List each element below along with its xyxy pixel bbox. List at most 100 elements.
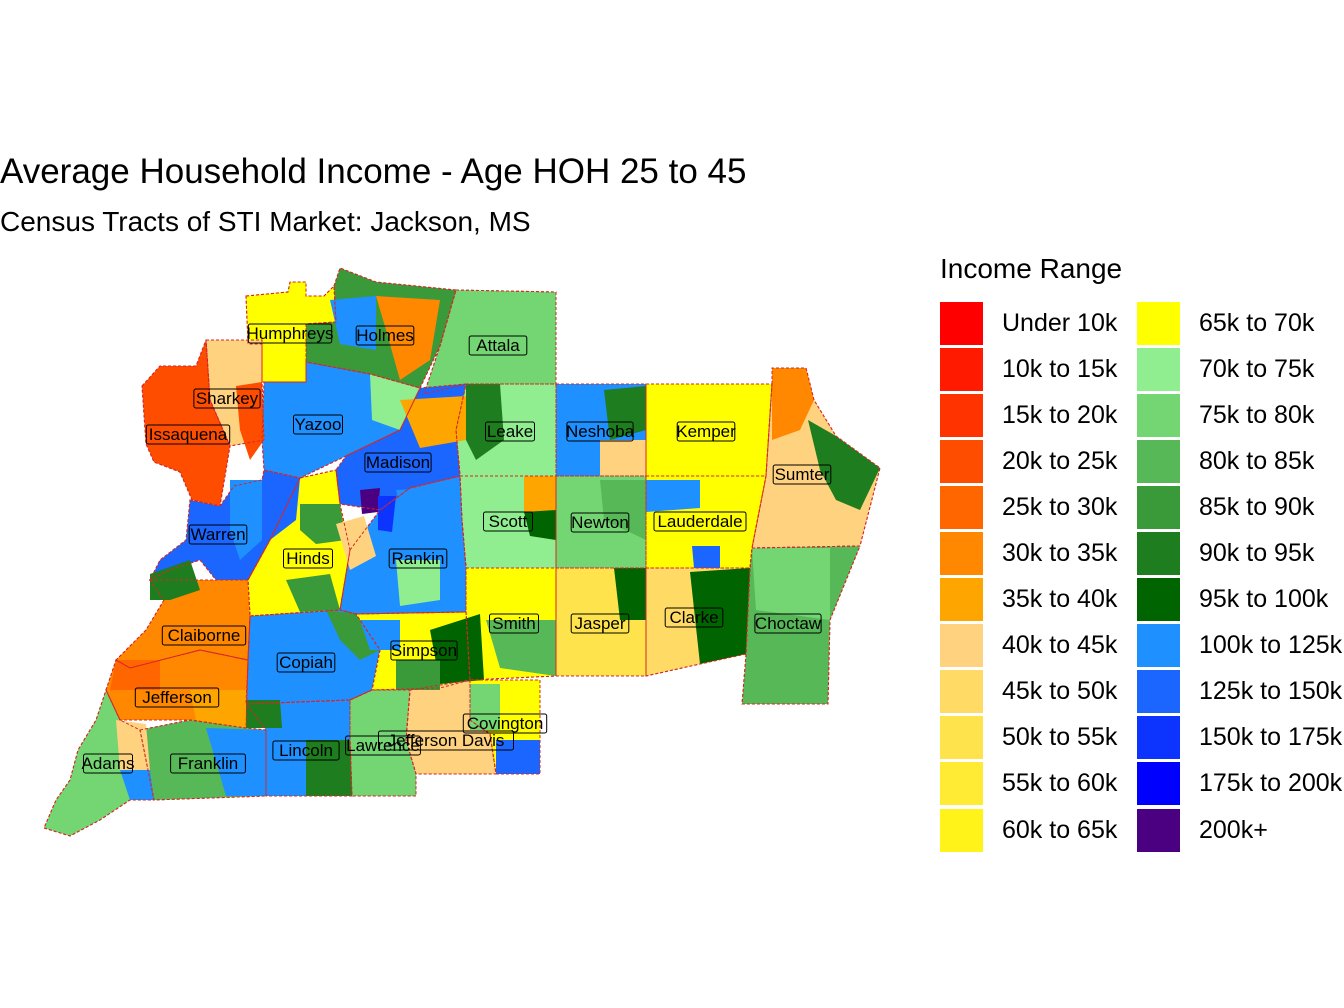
- legend-label: 15k to 20k: [1002, 400, 1118, 429]
- county-name: Sumter: [775, 465, 830, 484]
- legend-swatch: [1137, 532, 1180, 576]
- legend-swatch: [940, 762, 983, 806]
- county-label-box: [676, 421, 736, 442]
- legend-item: 150k to 175k: [1137, 715, 1342, 761]
- legend-item: 65k to 70k: [1137, 300, 1334, 346]
- county-label-simpson: Simpson: [390, 640, 458, 661]
- census-tract: [808, 420, 880, 510]
- county-label-box: [272, 740, 340, 761]
- census-tract: [262, 478, 300, 540]
- census-tract: [306, 362, 370, 440]
- census-tract: [376, 296, 440, 380]
- county-label-box: [345, 735, 421, 756]
- legend-swatch: [940, 624, 983, 668]
- county-name: Covington: [467, 714, 544, 733]
- legend-column-2: 65k to 70k 70k to 75k 75k to 80k 80k to 85k…: [1137, 300, 1342, 853]
- census-tract: [360, 488, 380, 514]
- legend-label: 175k to 200k: [1199, 769, 1343, 798]
- county-label-box: [83, 753, 133, 774]
- county-label-claiborne: Claiborne: [161, 625, 247, 646]
- county-label-issaquena: Issaquena: [145, 424, 231, 445]
- county-label-adams: Adams: [82, 753, 135, 774]
- legend-item: 85k to 90k: [1137, 484, 1334, 530]
- county-label-box: [570, 512, 630, 533]
- legend-label: 90k to 95k: [1199, 539, 1315, 568]
- census-tract: [692, 546, 720, 568]
- legend-column-1: Under 10k 10k to 15k 15k to 20k 20k to 25k 2…: [940, 300, 1137, 853]
- census-tract: [270, 660, 320, 700]
- county-label-box: [161, 625, 247, 646]
- legend-swatch: [940, 393, 983, 437]
- census-tract: [496, 740, 540, 774]
- legend-swatch: [1137, 624, 1180, 668]
- legend-item: 35k to 40k: [940, 577, 1137, 623]
- legend-label: 80k to 85k: [1199, 446, 1315, 475]
- county-border: [139, 719, 267, 801]
- county-name: Neshoba: [566, 422, 635, 441]
- legend-item: 55k to 60k: [940, 761, 1137, 807]
- county-label-box: [145, 424, 231, 445]
- county-label-box: [293, 414, 343, 435]
- census-tract: [378, 496, 396, 532]
- legend-label: 150k to 175k: [1199, 723, 1343, 752]
- legend-label: 60k to 65k: [1002, 815, 1118, 844]
- legend-swatch: [1137, 301, 1180, 345]
- census-tract: [360, 620, 400, 650]
- census-tract: [396, 560, 440, 606]
- county-border: [141, 339, 231, 507]
- legend-item: 175k to 200k: [1137, 761, 1342, 807]
- county-label-sumter: Sumter: [772, 464, 832, 485]
- census-tract: [300, 504, 346, 544]
- legend-label: 70k to 75k: [1199, 354, 1315, 383]
- county-border: [741, 545, 861, 705]
- census-tract: [604, 386, 646, 440]
- county-label-box: [283, 548, 333, 569]
- county-label-box: [188, 524, 248, 545]
- census-tract: [206, 728, 266, 796]
- legend-label: 125k to 150k: [1199, 677, 1343, 706]
- county-label-madison: Madison: [364, 452, 432, 473]
- county-name: Simpson: [391, 641, 457, 660]
- county-border: [115, 579, 251, 669]
- census-tract: [246, 700, 282, 728]
- county-label-scott: Scott: [483, 511, 533, 532]
- county-border: [339, 475, 467, 615]
- county-border: [405, 679, 497, 775]
- legend-swatch: [940, 485, 983, 529]
- legend-label: 20k to 25k: [1002, 446, 1118, 475]
- legend-swatch: [940, 578, 983, 622]
- county-kemper: [645, 383, 773, 477]
- county-label-attala: Attala: [468, 335, 528, 356]
- county-label-leake: Leake: [485, 421, 535, 442]
- legend-item: 90k to 95k: [1137, 530, 1334, 576]
- county-label-box: [570, 613, 630, 634]
- legend-item: 75k to 80k: [1137, 392, 1334, 438]
- county-name: Lincoln: [279, 741, 333, 760]
- census-tract: [110, 660, 160, 690]
- county-label-lauderdale: Lauderdale: [653, 511, 747, 532]
- legend-swatch: [940, 808, 983, 852]
- legend-title: Income Range: [940, 253, 1123, 284]
- legend-label: 85k to 90k: [1199, 492, 1315, 521]
- county-border: [645, 475, 767, 569]
- county-label-hinds: Hinds: [283, 548, 333, 569]
- county-label-newton: Newton: [570, 512, 630, 533]
- county-name: Lauderdale: [657, 512, 742, 531]
- legend-label: 55k to 60k: [1002, 769, 1118, 798]
- census-tract: [286, 574, 340, 612]
- legend-label: 95k to 100k: [1199, 585, 1329, 614]
- legend-item: 10k to 15k: [940, 346, 1137, 392]
- census-tract: [470, 684, 500, 730]
- map-subtitle: Census Tracts of STI Market: Jackson, MS: [0, 206, 531, 237]
- census-tract: [690, 568, 750, 664]
- county-name: Clarke: [669, 608, 718, 627]
- census-tract: [600, 440, 646, 476]
- county-label-box: [134, 687, 220, 708]
- county-label-box: [772, 464, 832, 485]
- county-border: [465, 567, 557, 681]
- legend-item: 95k to 100k: [1137, 577, 1334, 623]
- census-tract: [400, 500, 462, 544]
- county-label-box: [468, 335, 528, 356]
- county-name: Scott: [489, 512, 528, 531]
- county-name: Adams: [82, 754, 135, 773]
